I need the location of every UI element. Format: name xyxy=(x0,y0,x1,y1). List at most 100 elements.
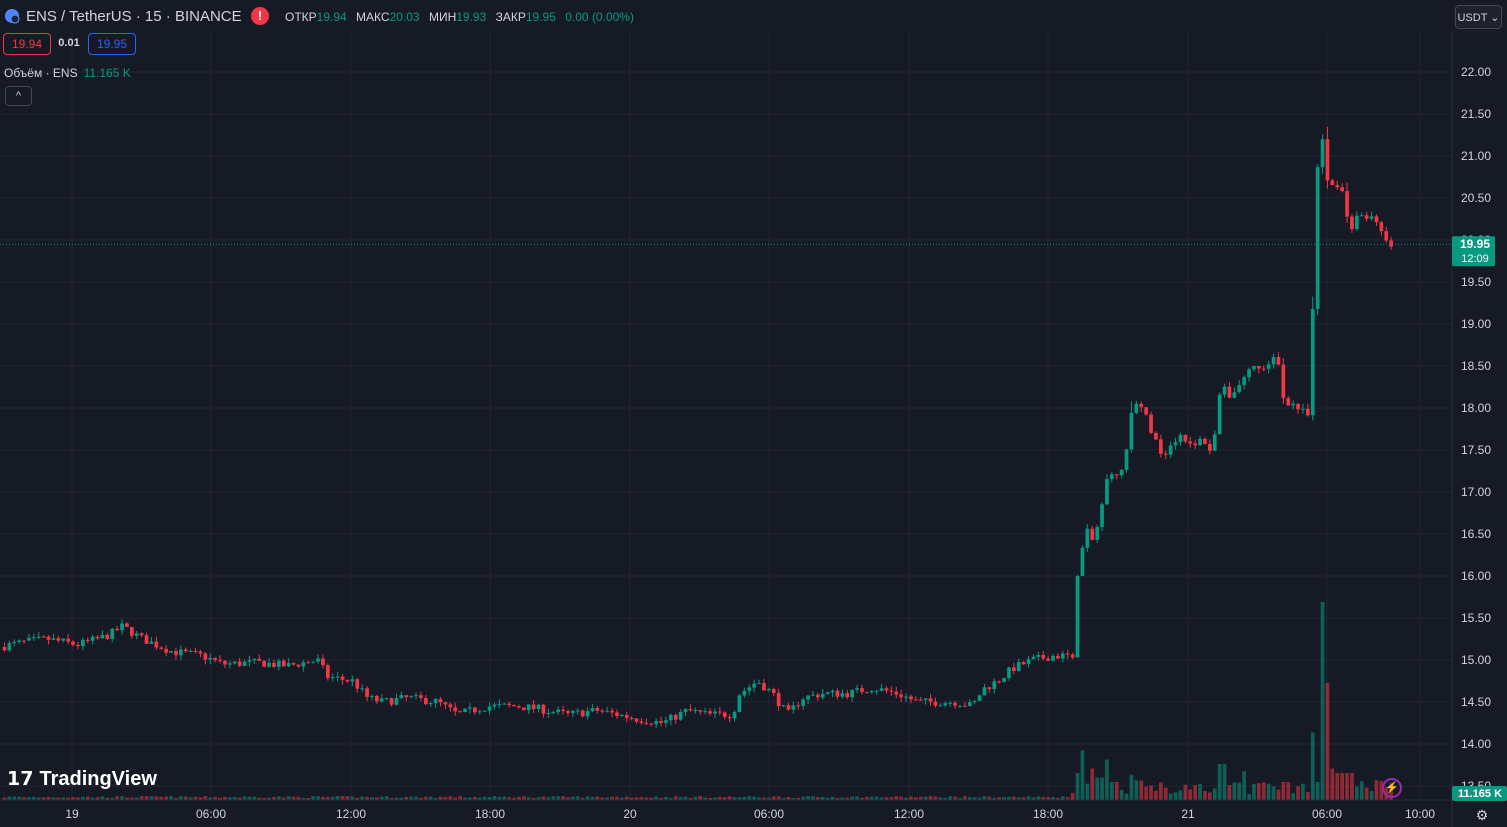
tradingview-logo[interactable]: 𝟭𝟳 TradingView xyxy=(7,768,157,791)
candle-body xyxy=(1212,434,1217,451)
volume-bar xyxy=(71,797,75,800)
candle-body xyxy=(223,660,227,665)
y-tick-label: 14.00 xyxy=(1461,737,1491,751)
chevron-down-icon: ⌄ xyxy=(1490,12,1500,24)
candle-body xyxy=(732,712,737,719)
volume-bar xyxy=(1002,796,1006,800)
volume-bar xyxy=(27,796,31,800)
alert-icon[interactable]: ! xyxy=(251,7,269,25)
candle-body xyxy=(698,710,703,712)
volume-bar xyxy=(889,797,894,800)
candle-body xyxy=(110,628,115,640)
volume-bar xyxy=(517,796,521,800)
volume-bar xyxy=(306,797,311,800)
candle-body xyxy=(1061,653,1065,659)
candle-body xyxy=(718,711,722,713)
volume-bar xyxy=(95,797,100,800)
candle-body xyxy=(649,723,654,725)
volume-bar xyxy=(1178,790,1183,800)
volume-bar xyxy=(718,796,722,800)
volume-bar xyxy=(571,796,575,800)
volume-bar xyxy=(1247,793,1251,800)
settings-icon[interactable]: ⚙ xyxy=(1475,807,1489,823)
candle-body xyxy=(115,628,119,631)
volume-bar xyxy=(899,796,903,800)
volume-bar xyxy=(1261,782,1266,800)
volume-bar xyxy=(213,796,217,800)
sell-price-button[interactable]: 19.94 xyxy=(3,33,51,55)
y-tick-label: 17.50 xyxy=(1461,443,1491,457)
candle-body xyxy=(482,710,487,712)
candle-body xyxy=(1036,654,1041,657)
buy-price-button[interactable]: 19.95 xyxy=(88,33,136,55)
candle-body xyxy=(281,660,286,667)
candle-body xyxy=(71,641,75,645)
volume-bar xyxy=(1350,773,1354,800)
candle-body xyxy=(458,711,462,713)
volume-bar xyxy=(326,797,330,800)
volume-bar xyxy=(291,796,296,800)
candle-body xyxy=(183,649,188,652)
volume-bar xyxy=(610,796,614,800)
candle-body xyxy=(1310,308,1315,416)
candle-body xyxy=(1364,215,1369,219)
candle-body xyxy=(1173,442,1178,446)
candle-body xyxy=(125,623,129,627)
currency-select[interactable]: USDT ⌄ xyxy=(1455,5,1502,29)
symbol-title[interactable]: ENS / TetherUS · 15 · BINANCE xyxy=(26,8,242,25)
candle-body xyxy=(1110,474,1114,480)
candle-body xyxy=(933,701,938,706)
candle-body xyxy=(1320,139,1325,168)
candle-body xyxy=(1095,527,1099,540)
volume-bar xyxy=(51,797,56,800)
volume-bar xyxy=(987,796,992,800)
volume-bar xyxy=(600,797,605,800)
volume-bar xyxy=(375,797,379,800)
volume-bar xyxy=(669,797,673,800)
volume-bar xyxy=(1154,790,1158,800)
candle-body xyxy=(1154,432,1158,440)
candle-body xyxy=(634,718,639,722)
volume-bar xyxy=(561,796,565,800)
candle-body xyxy=(571,710,575,713)
collapse-legend-button[interactable]: ^ xyxy=(5,86,32,106)
volume-bar xyxy=(1369,791,1374,800)
volume-bar xyxy=(399,797,404,800)
volume-bar xyxy=(164,796,168,800)
volume-bar xyxy=(801,796,805,800)
volume-bar xyxy=(1051,797,1055,800)
volume-bar xyxy=(1114,782,1119,800)
candle-body xyxy=(1090,528,1095,540)
volume-bar xyxy=(179,796,183,800)
volume-bar xyxy=(203,796,208,800)
volume-bar xyxy=(228,797,232,800)
candle-body xyxy=(1134,403,1139,413)
candle-body xyxy=(149,641,154,644)
candle-body xyxy=(252,658,257,661)
volume-bar xyxy=(673,796,678,800)
volume-bar xyxy=(286,796,291,800)
volume-bar xyxy=(1124,793,1129,800)
y-tick-label: 19.50 xyxy=(1461,275,1491,289)
y-tick-label: 20.50 xyxy=(1461,191,1491,205)
volume-bar xyxy=(580,797,585,800)
bolt-icon[interactable]: ⚡ xyxy=(1382,778,1402,798)
candle-body xyxy=(825,692,830,694)
candle-body xyxy=(1183,434,1188,442)
volume-bar xyxy=(125,797,129,800)
candle-body xyxy=(286,663,291,667)
volume-bar xyxy=(708,797,712,800)
candle-body xyxy=(664,720,668,723)
candle-body xyxy=(384,698,389,700)
candle-body xyxy=(277,660,281,667)
ohlc-low-value: 19.93 xyxy=(456,10,487,24)
volume-bar xyxy=(1330,768,1335,800)
candle-body xyxy=(1026,659,1031,665)
ohlc-open-label: ОТКР xyxy=(285,10,317,24)
volume-bar xyxy=(1026,796,1031,800)
candle-body xyxy=(742,690,747,696)
candle-body xyxy=(1007,667,1011,679)
y-tick-label: 15.50 xyxy=(1461,611,1491,625)
volume-bar xyxy=(2,797,7,800)
